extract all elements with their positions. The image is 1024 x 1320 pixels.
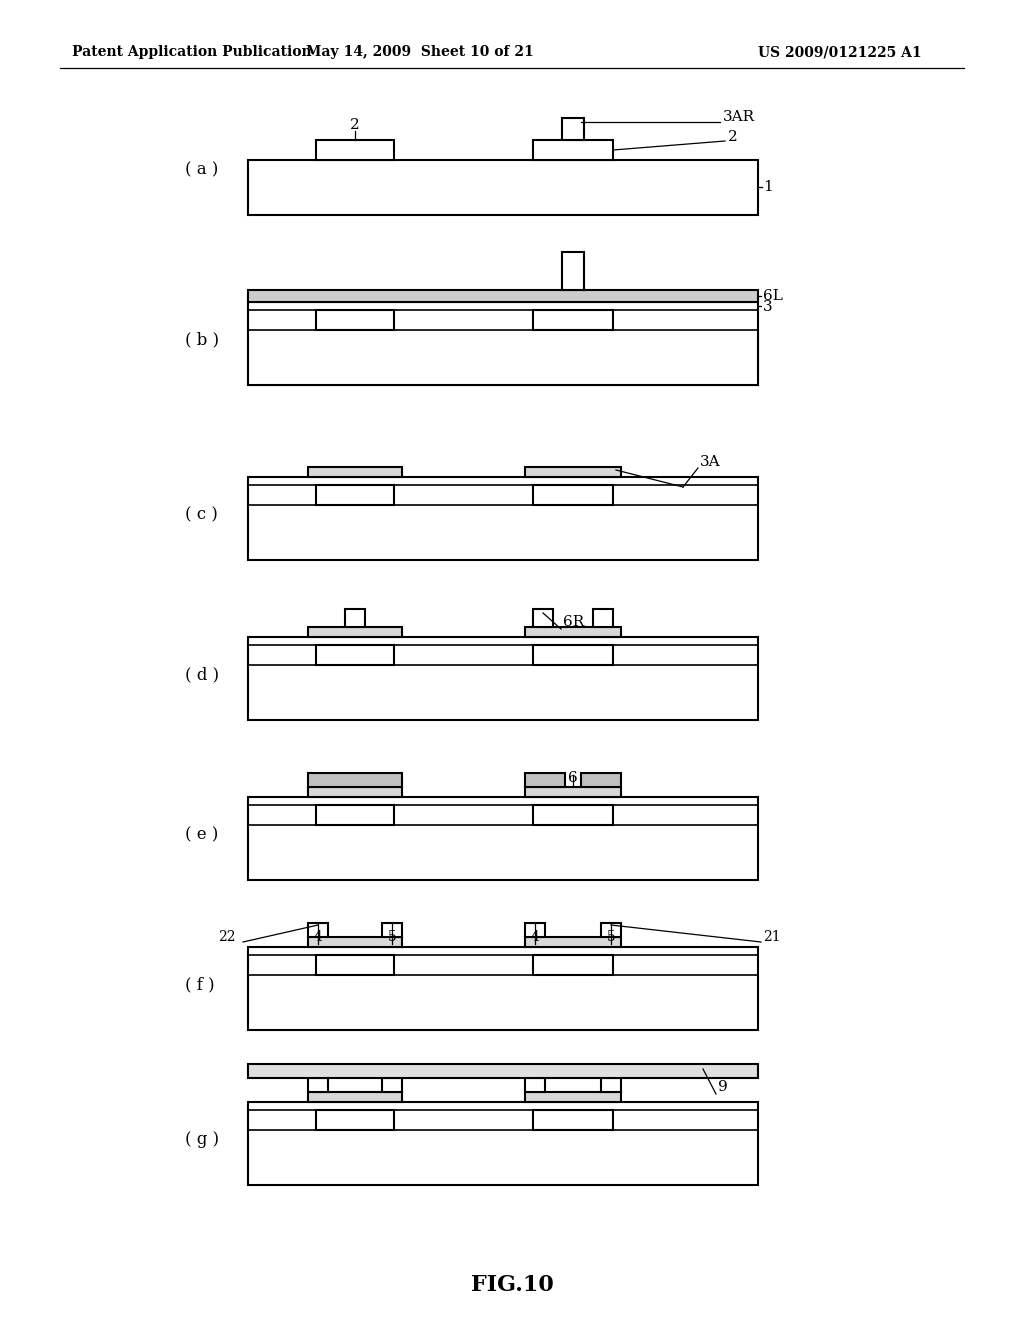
Text: ( g ): ( g ) xyxy=(185,1131,219,1148)
Bar xyxy=(562,117,584,140)
Bar xyxy=(534,609,553,627)
Bar xyxy=(316,954,394,975)
Bar xyxy=(316,140,394,160)
Bar xyxy=(534,1110,613,1130)
Bar xyxy=(316,805,394,825)
Bar xyxy=(601,1078,621,1092)
Text: 1: 1 xyxy=(763,180,773,194)
Text: ( f ): ( f ) xyxy=(185,977,215,994)
Bar xyxy=(525,1078,545,1092)
Text: 9: 9 xyxy=(718,1080,728,1094)
Bar xyxy=(534,645,613,665)
Bar xyxy=(308,467,402,477)
Text: 2: 2 xyxy=(728,129,737,144)
Bar xyxy=(308,787,402,797)
Bar xyxy=(248,477,758,560)
Bar xyxy=(308,923,328,937)
Bar xyxy=(316,310,394,330)
Bar xyxy=(308,937,402,946)
Bar xyxy=(534,805,613,825)
Bar xyxy=(601,923,621,937)
Text: May 14, 2009  Sheet 10 of 21: May 14, 2009 Sheet 10 of 21 xyxy=(306,45,534,59)
Text: 4: 4 xyxy=(313,931,323,944)
Bar xyxy=(308,627,402,638)
Text: 5: 5 xyxy=(388,931,396,944)
Bar xyxy=(581,774,621,787)
Bar xyxy=(525,467,621,477)
Text: 6R: 6R xyxy=(563,615,585,630)
Bar xyxy=(248,330,758,385)
Bar xyxy=(593,609,613,627)
Text: US 2009/0121225 A1: US 2009/0121225 A1 xyxy=(758,45,922,59)
Bar xyxy=(248,946,758,1030)
Text: 3: 3 xyxy=(763,300,773,314)
Text: ( c ): ( c ) xyxy=(185,507,218,524)
Bar xyxy=(248,290,758,302)
Bar xyxy=(248,302,758,385)
Bar xyxy=(316,1110,394,1130)
Bar xyxy=(382,1078,402,1092)
Bar xyxy=(525,923,545,937)
Bar xyxy=(525,774,565,787)
Bar xyxy=(248,160,758,215)
Bar xyxy=(525,787,621,797)
Bar xyxy=(308,1092,402,1102)
Bar xyxy=(534,484,613,506)
Bar xyxy=(316,484,394,506)
Text: ( a ): ( a ) xyxy=(185,161,218,178)
Text: ( b ): ( b ) xyxy=(185,331,219,348)
Bar xyxy=(248,797,758,880)
Bar xyxy=(308,774,402,787)
Bar xyxy=(308,1078,328,1092)
Bar xyxy=(316,645,394,665)
Bar xyxy=(525,1092,621,1102)
Text: 6L: 6L xyxy=(763,289,783,304)
Bar xyxy=(345,609,365,627)
Text: 3A: 3A xyxy=(700,455,721,469)
Bar xyxy=(525,627,621,638)
Text: ( e ): ( e ) xyxy=(185,826,218,843)
Bar xyxy=(248,638,758,719)
Text: Patent Application Publication: Patent Application Publication xyxy=(72,45,311,59)
Text: 3AR: 3AR xyxy=(723,110,755,124)
Text: 4: 4 xyxy=(530,931,540,944)
Bar xyxy=(525,937,621,946)
Bar xyxy=(562,252,584,290)
Text: 2: 2 xyxy=(350,117,359,132)
Bar xyxy=(534,310,613,330)
Text: 6: 6 xyxy=(568,771,578,785)
Text: 5: 5 xyxy=(606,931,615,944)
Text: 22: 22 xyxy=(218,931,236,944)
Text: FIG.10: FIG.10 xyxy=(471,1274,553,1296)
Bar xyxy=(248,1064,758,1078)
Bar xyxy=(248,1102,758,1185)
Bar xyxy=(382,923,402,937)
Bar xyxy=(534,954,613,975)
Text: 21: 21 xyxy=(763,931,780,944)
Text: ( d ): ( d ) xyxy=(185,667,219,684)
Bar xyxy=(534,140,613,160)
